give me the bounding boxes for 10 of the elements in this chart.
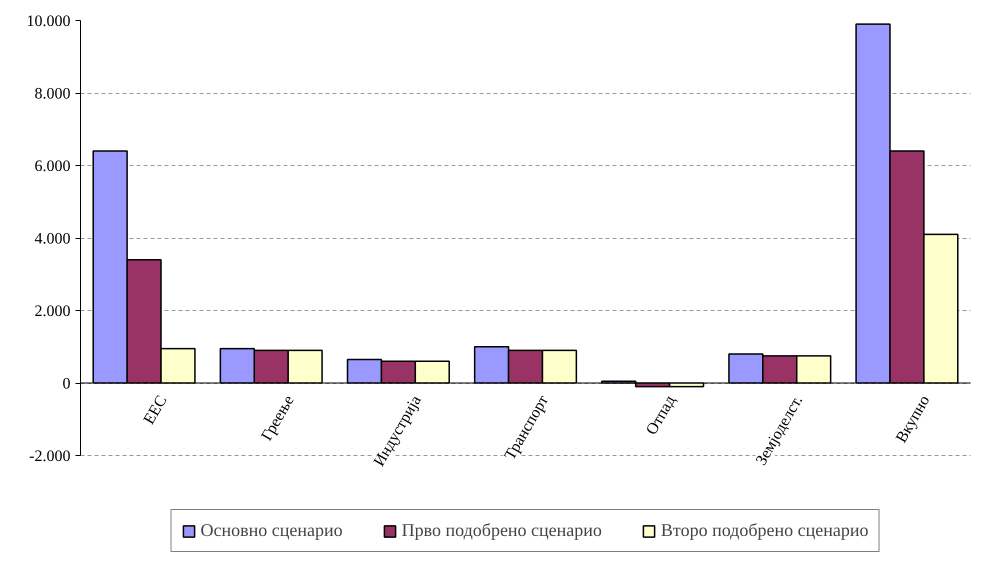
y-tick-label: 10.000 xyxy=(26,13,70,30)
y-tick-label: 8.000 xyxy=(34,86,70,102)
legend-label: Второ подобрено сценарио xyxy=(660,520,868,541)
y-tick-label: 2.000 xyxy=(34,303,70,320)
y-tick-label: 6.000 xyxy=(34,158,70,175)
y-tick-label: 0 xyxy=(62,376,70,392)
legend-label: Прво подобрено сценарио xyxy=(402,520,602,541)
y-tick-label: 4.000 xyxy=(34,230,70,248)
legend-label: Основно сценарио xyxy=(200,520,343,541)
y-tick-label: -2.000 xyxy=(29,448,70,465)
